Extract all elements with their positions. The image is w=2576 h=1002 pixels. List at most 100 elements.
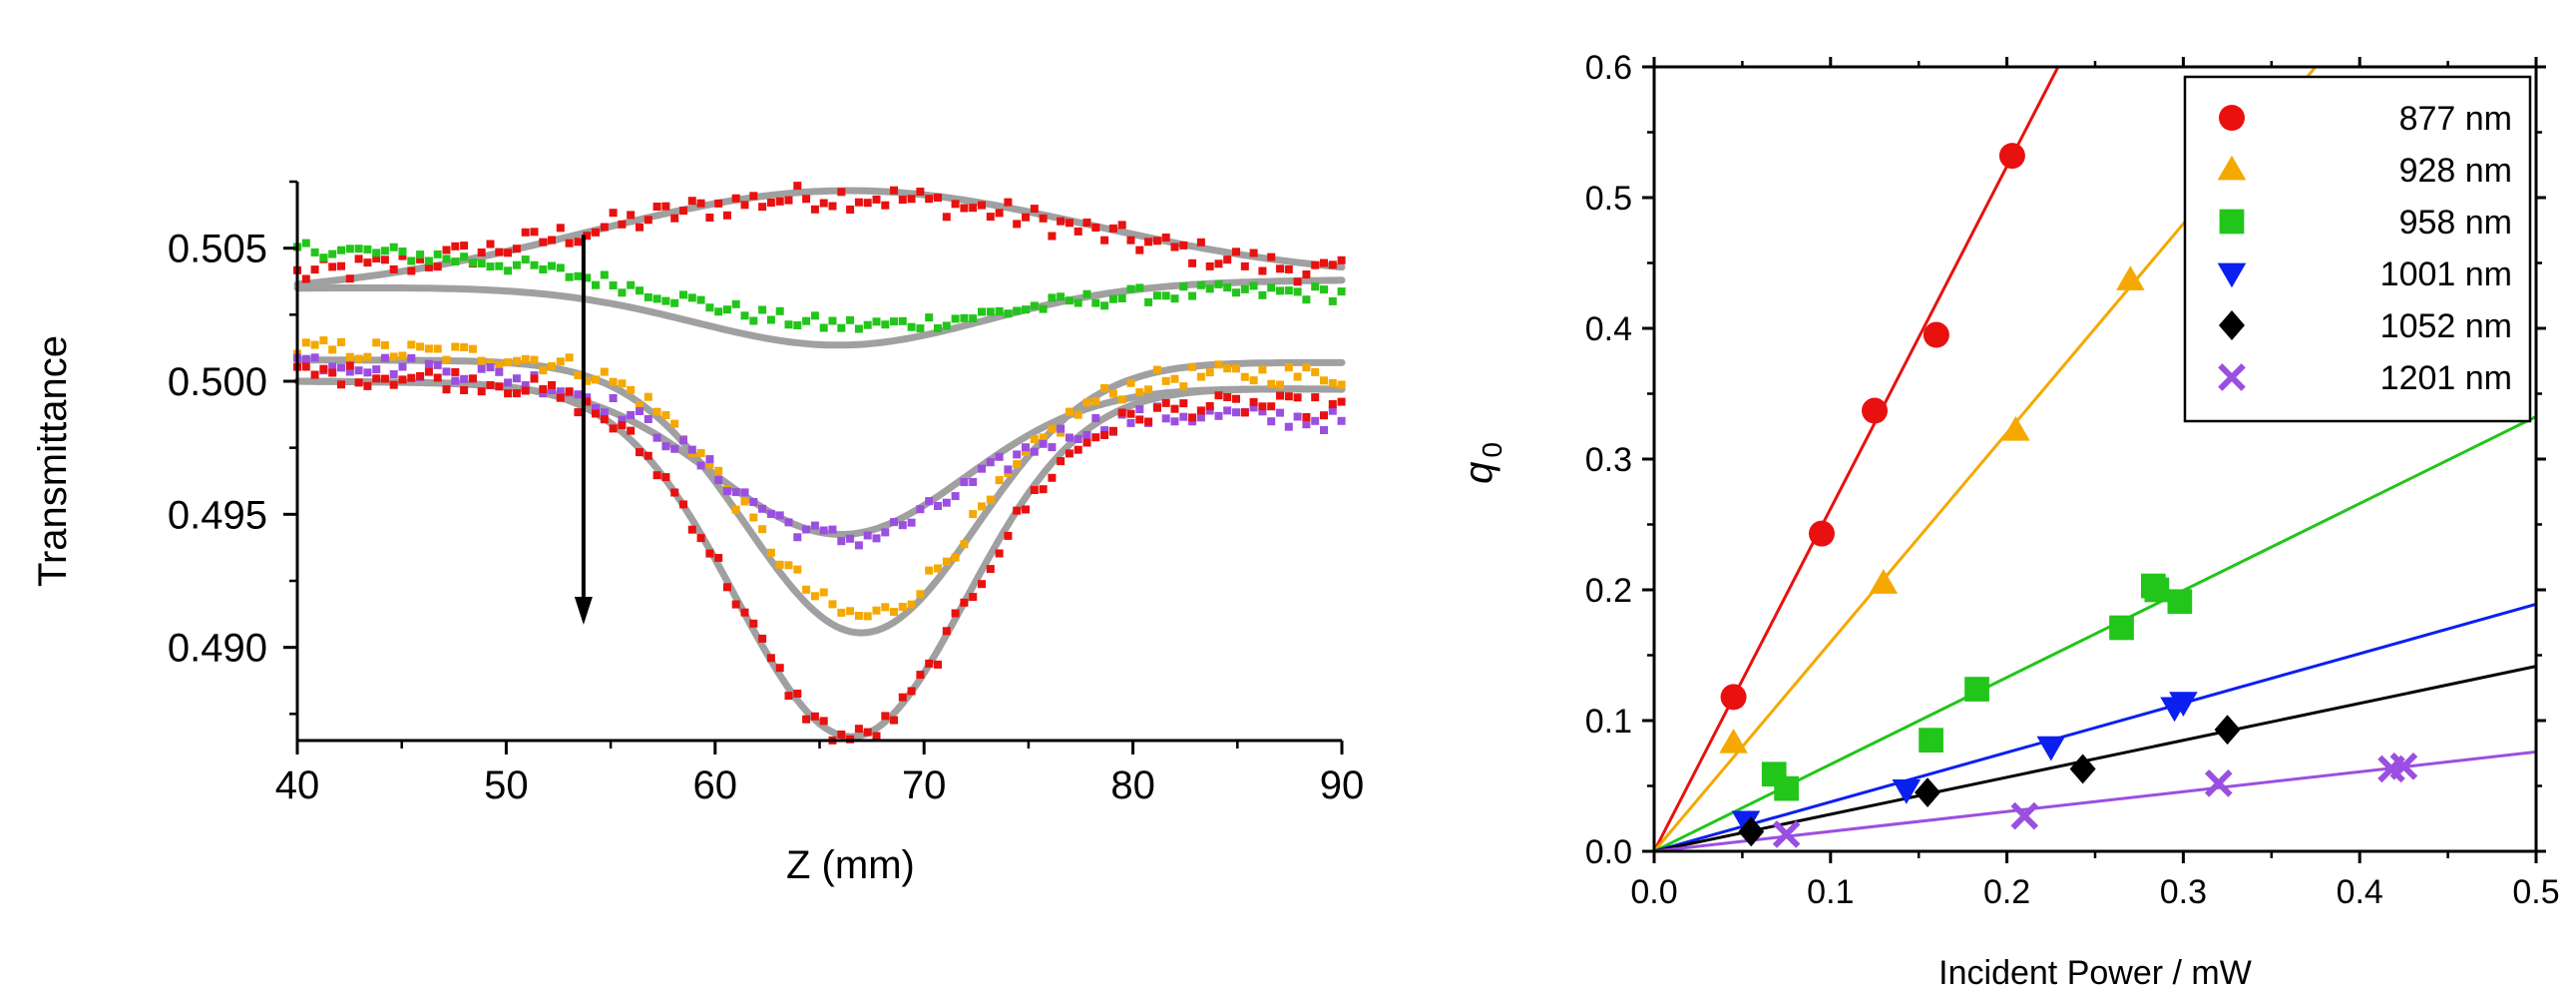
data-point-series-5 (784, 692, 793, 701)
data-point-series-1 (328, 262, 337, 271)
data-point-series-1 (854, 198, 863, 207)
data-point-series-2 (722, 305, 731, 314)
data-point-series-5 (337, 380, 345, 389)
data-point-series-2 (1065, 296, 1073, 305)
legend-label-1052-nm: 1052 nm (2380, 307, 2512, 345)
data-point-series-2 (1284, 286, 1293, 295)
data-point-series-2 (1117, 294, 1126, 302)
data-point-series-2 (749, 316, 758, 325)
data-point-series-2 (512, 260, 521, 269)
data-point-1001-nm (2036, 736, 2066, 761)
data-point-958-nm (1919, 728, 1943, 752)
data-point-series-3 (1100, 383, 1109, 392)
data-point-series-3 (1337, 380, 1346, 389)
data-point-series-4 (652, 433, 661, 442)
data-point-series-3 (592, 375, 600, 384)
data-point-series-5 (810, 712, 819, 721)
data-point-series-3 (1179, 382, 1188, 391)
data-point-series-5 (301, 362, 310, 371)
data-point-series-1 (705, 214, 714, 222)
data-point-series-1 (460, 242, 469, 250)
data-point-series-3 (1135, 388, 1144, 397)
data-point-series-5 (1144, 417, 1153, 426)
data-point-series-2 (1126, 284, 1135, 293)
legend-marker-928-nm (2217, 155, 2247, 181)
data-point-series-2 (1161, 291, 1170, 300)
data-point-series-5 (504, 389, 513, 398)
data-point-series-4 (1057, 424, 1066, 433)
right-data-points (1719, 143, 2418, 848)
data-point-series-3 (1073, 410, 1082, 419)
data-point-series-3 (1232, 364, 1240, 373)
data-point-series-3 (951, 553, 960, 562)
data-point-series-5 (986, 565, 995, 574)
data-point-series-3 (583, 376, 592, 385)
data-point-series-1 (1320, 258, 1328, 267)
data-point-series-2 (854, 324, 863, 333)
y-tick-label: 0.500 (168, 360, 267, 404)
data-point-series-2 (618, 288, 627, 297)
data-point-series-5 (978, 580, 986, 589)
data-point-series-2 (451, 257, 460, 266)
data-point-series-1 (1337, 255, 1346, 264)
data-point-series-2 (600, 270, 609, 279)
data-point-series-3 (890, 608, 898, 617)
data-point-series-5 (1039, 485, 1048, 494)
data-point-series-5 (670, 488, 679, 497)
data-point-series-1 (372, 254, 381, 262)
data-point-series-1 (863, 199, 872, 208)
data-point-series-2 (1152, 291, 1161, 300)
data-point-series-2 (565, 272, 574, 281)
data-point-series-1 (951, 200, 960, 209)
data-point-series-1 (1152, 237, 1161, 246)
data-point-series-4 (916, 505, 925, 514)
data-point-series-1 (451, 242, 460, 250)
data-point-series-2 (705, 303, 714, 312)
data-point-series-1 (828, 202, 837, 211)
data-point-series-1 (784, 196, 793, 205)
data-point-series-5 (424, 367, 433, 376)
data-point-series-2 (539, 265, 548, 273)
data-point-series-2 (960, 313, 969, 322)
data-point-series-3 (363, 352, 372, 361)
data-point-series-3 (389, 352, 398, 361)
data-point-series-4 (881, 528, 890, 537)
data-point-series-3 (1091, 397, 1100, 406)
data-point-series-2 (1328, 296, 1337, 305)
data-point-series-2 (1258, 290, 1267, 299)
data-point-series-2 (1223, 283, 1232, 292)
data-point-series-5 (495, 382, 504, 391)
data-point-series-2 (942, 321, 951, 330)
left-x-axis-title: Z (mm) (786, 843, 915, 887)
data-point-series-4 (819, 526, 828, 535)
data-point-series-3 (872, 606, 881, 615)
data-point-series-3 (705, 460, 714, 469)
data-point-series-2 (398, 248, 407, 255)
data-point-series-4 (574, 390, 583, 399)
data-point-series-3 (398, 351, 407, 360)
data-point-series-2 (495, 261, 504, 270)
data-point-series-3 (1276, 380, 1284, 389)
data-point-series-2 (1004, 309, 1013, 318)
data-point-series-4 (749, 498, 758, 506)
data-point-series-5 (644, 451, 652, 460)
data-point-series-2 (337, 246, 345, 254)
data-point-series-1 (1135, 246, 1144, 254)
data-point-series-3 (652, 407, 661, 416)
data-point-928-nm (1719, 728, 1748, 753)
data-point-series-5 (1135, 415, 1144, 424)
data-point-series-2 (714, 307, 723, 316)
data-point-series-1 (731, 194, 740, 203)
x-tick-label: 0.1 (1807, 873, 1854, 911)
data-point-1052-nm (2214, 715, 2241, 746)
data-point-series-5 (1240, 408, 1249, 417)
data-point-series-3 (301, 338, 310, 347)
legend-label-1001-nm: 1001 nm (2380, 255, 2512, 293)
data-point-series-1 (583, 232, 592, 241)
data-point-series-4 (1022, 443, 1030, 452)
data-point-series-2 (802, 316, 811, 325)
data-point-928-nm (2116, 265, 2145, 290)
data-point-series-5 (705, 549, 714, 558)
data-point-series-3 (784, 561, 793, 570)
data-point-series-1 (995, 209, 1004, 218)
